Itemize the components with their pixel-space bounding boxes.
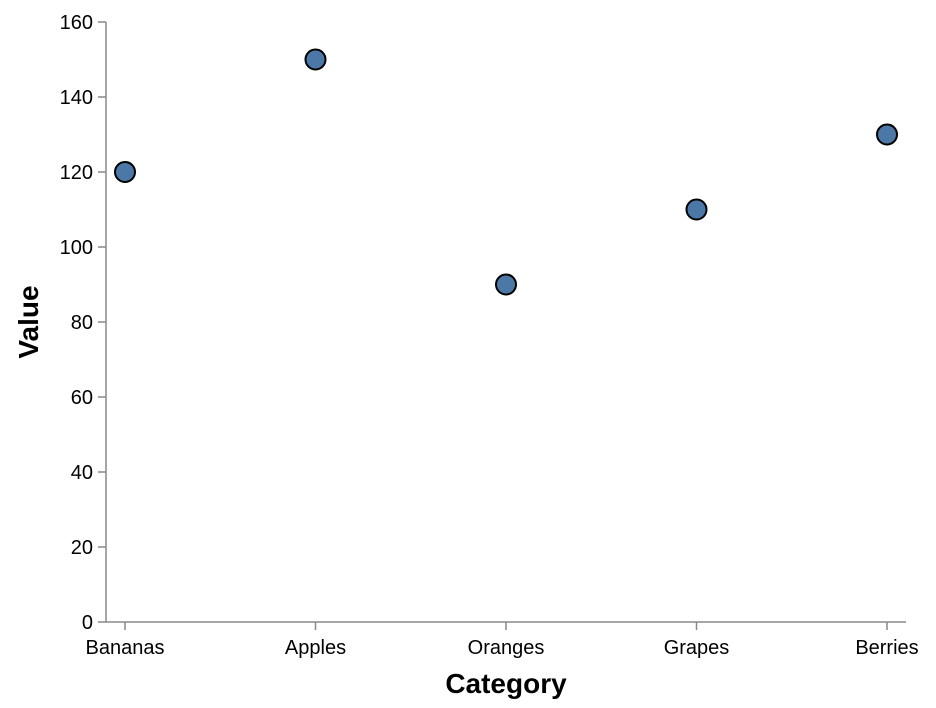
x-axis-title: Category xyxy=(445,668,567,699)
y-tick-label: 140 xyxy=(60,87,93,109)
x-tick-label: Oranges xyxy=(468,637,545,659)
data-point-apples xyxy=(304,48,327,71)
y-tick-label: 120 xyxy=(60,162,93,184)
y-axis-title: Value xyxy=(13,285,44,358)
x-tick-label: Berries xyxy=(855,637,918,659)
data-points xyxy=(114,48,898,296)
y-tick-label: 40 xyxy=(71,462,93,484)
y-tick-label: 100 xyxy=(60,237,93,259)
y-axis: 0 20 40 60 80 100 120 140 160 xyxy=(60,12,107,634)
data-point-berries xyxy=(876,123,898,146)
x-tick-label: Grapes xyxy=(664,637,730,659)
data-point-grapes xyxy=(685,198,708,221)
y-tick-label: 60 xyxy=(71,387,93,409)
x-axis: Bananas Apples Oranges Grapes Berries xyxy=(86,621,919,659)
y-tick-label: 20 xyxy=(71,537,93,559)
y-tick-label: 80 xyxy=(71,312,93,334)
x-tick-label: Apples xyxy=(285,637,346,659)
y-tick-label: 160 xyxy=(60,12,93,34)
x-tick-label: Bananas xyxy=(86,637,165,659)
data-point-bananas xyxy=(114,161,136,183)
y-tick-label: 0 xyxy=(82,612,93,634)
data-point-oranges xyxy=(495,273,517,296)
